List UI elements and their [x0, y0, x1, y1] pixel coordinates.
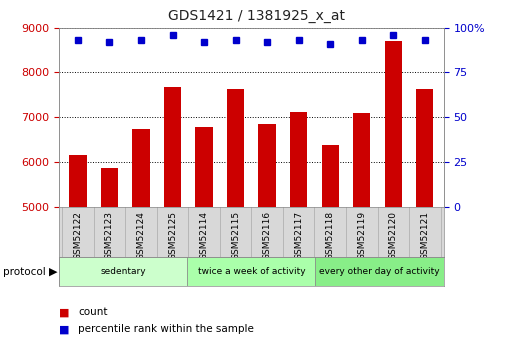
Text: GSM52122: GSM52122: [73, 211, 83, 260]
Text: GDS1421 / 1381925_x_at: GDS1421 / 1381925_x_at: [168, 9, 345, 23]
Bar: [353, 113, 370, 207]
Bar: [164, 87, 181, 207]
Bar: [195, 127, 213, 207]
Text: GSM52125: GSM52125: [168, 211, 177, 260]
Bar: [101, 168, 118, 207]
Text: GSM52119: GSM52119: [357, 211, 366, 260]
Text: ▶: ▶: [49, 267, 58, 277]
Text: count: count: [78, 307, 108, 317]
Bar: [187, 257, 315, 286]
Bar: [322, 145, 339, 207]
Text: GSM52124: GSM52124: [136, 211, 146, 260]
Text: GSM52115: GSM52115: [231, 211, 240, 260]
Bar: [69, 155, 87, 207]
Text: ■: ■: [59, 325, 69, 334]
Text: ■: ■: [59, 307, 69, 317]
Text: GSM52117: GSM52117: [294, 211, 303, 260]
Bar: [259, 125, 276, 207]
Text: GSM52121: GSM52121: [420, 211, 429, 260]
Bar: [416, 89, 433, 207]
Text: GSM52118: GSM52118: [326, 211, 334, 260]
Text: GSM52120: GSM52120: [389, 211, 398, 260]
Text: protocol: protocol: [3, 267, 45, 277]
Bar: [59, 257, 187, 286]
Text: percentile rank within the sample: percentile rank within the sample: [78, 325, 254, 334]
Bar: [132, 129, 150, 207]
Bar: [227, 89, 244, 207]
Text: GSM52116: GSM52116: [263, 211, 272, 260]
Bar: [385, 41, 402, 207]
Text: GSM52114: GSM52114: [200, 211, 209, 260]
Text: twice a week of activity: twice a week of activity: [198, 267, 305, 276]
Text: GSM52123: GSM52123: [105, 211, 114, 260]
Bar: [290, 112, 307, 207]
Text: sedentary: sedentary: [101, 267, 146, 276]
Bar: [315, 257, 444, 286]
Text: every other day of activity: every other day of activity: [319, 267, 440, 276]
